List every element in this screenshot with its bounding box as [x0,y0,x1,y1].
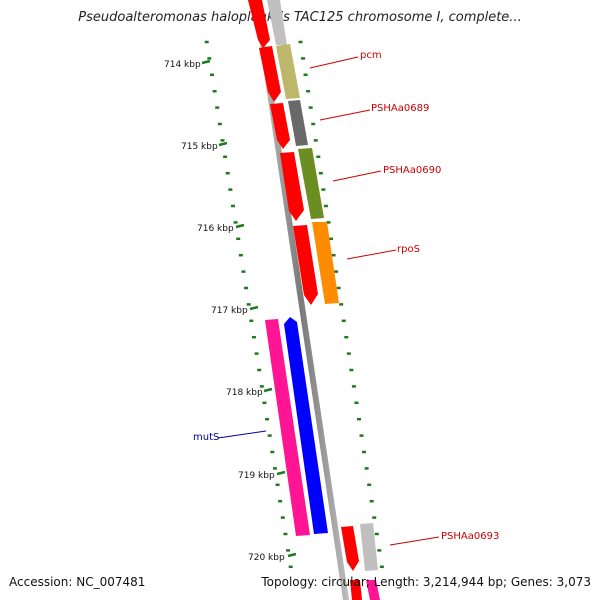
tick-label: 715 kbp [181,142,218,152]
topology-text: Topology: circular; Length: 3,214,944 bp… [261,575,591,589]
gene-feature[interactable] [267,0,287,45]
tick-label: 714 kbp [164,60,201,70]
cds-PSHAa0693[interactable] [341,526,359,571]
gene-features [248,0,380,600]
tick-label: 718 kbp [226,388,263,398]
cds-PSHAa0689[interactable] [270,103,290,149]
gene-PSHAa0689[interactable] [288,100,308,146]
tick-marks-left [204,40,293,569]
gene-PSHAa0690[interactable] [298,148,324,219]
chromosome-backbone [253,0,349,600]
gene-label-pcm[interactable]: pcm [360,50,382,61]
gene-label-mutS[interactable]: mutS [193,432,219,443]
tick-label: 719 kbp [238,471,275,481]
cds-feature[interactable] [350,580,362,600]
gene-label-PSHAa0690[interactable]: PSHAa0690 [383,165,441,176]
gene-label-rpoS[interactable]: rpoS [397,244,420,255]
cds-pcm[interactable] [259,46,281,102]
map-title: Pseudoalteromonas haloplanktis TAC125 ch… [78,10,522,25]
gene-mutS-pink[interactable] [265,319,310,536]
gene-pcm[interactable] [276,44,300,99]
major-ticks [201,59,297,558]
cds-rpoS[interactable] [293,225,318,305]
cds-mutS[interactable] [284,317,328,534]
gene-rpoS[interactable] [312,222,339,304]
gene-label-PSHAa0693[interactable]: PSHAa0693 [441,531,499,542]
gene-labels: pcm PSHAa0689 PSHAa0690 rpoS mutS PSHAa0… [193,50,499,542]
accession-text: Accession: NC_007481 [9,575,146,589]
gene-feature[interactable] [366,580,380,600]
cds-feature[interactable] [248,0,270,48]
tick-label: 716 kbp [197,224,234,234]
tick-labels: 714 kbp 715 kbp 716 kbp 717 kbp 718 kbp … [164,60,285,563]
gene-label-PSHAa0689[interactable]: PSHAa0689 [371,103,429,114]
tick-label: 720 kbp [248,553,285,563]
cds-PSHAa0690[interactable] [280,152,304,221]
tick-marks-right [298,40,384,569]
gene-PSHAa0693[interactable] [360,523,378,571]
label-leaders [217,56,440,546]
tick-label: 717 kbp [211,306,248,316]
